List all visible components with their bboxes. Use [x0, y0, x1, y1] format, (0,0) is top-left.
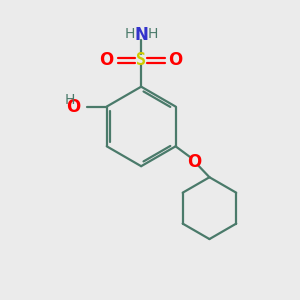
Text: O: O [100, 51, 114, 69]
Text: O: O [66, 98, 80, 116]
Text: O: O [188, 153, 202, 171]
Text: O: O [169, 51, 183, 69]
Text: H: H [125, 27, 135, 41]
Text: H: H [147, 27, 158, 41]
Text: H: H [64, 93, 74, 107]
Text: S: S [136, 51, 146, 69]
Text: N: N [134, 26, 148, 44]
